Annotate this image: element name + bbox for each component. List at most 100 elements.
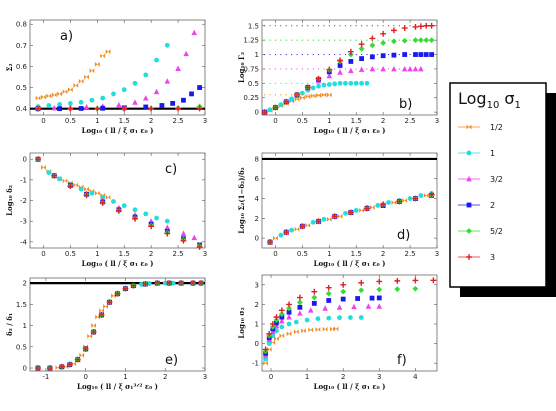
- data-point: [305, 94, 311, 99]
- asymptote-guide-dot: [296, 94, 298, 96]
- data-point: [359, 56, 365, 61]
- data-point: [115, 207, 122, 214]
- data-point: [100, 105, 106, 111]
- data-point: [51, 105, 58, 111]
- series-3-2: [262, 303, 383, 358]
- data-point: [359, 207, 365, 213]
- legend-entry: 5/2: [458, 227, 503, 236]
- data-point: [35, 365, 41, 371]
- plot-frame: [29, 152, 206, 249]
- data-point: [164, 224, 171, 230]
- asymptote-guide-dot: [317, 53, 320, 56]
- data-point: [143, 72, 149, 78]
- asymptote-guide-dot: [377, 68, 379, 70]
- asymptote-guide-dot: [264, 82, 266, 84]
- asymptote-guide-dot: [414, 25, 417, 27]
- data-point: [58, 363, 65, 370]
- data-point: [79, 352, 85, 358]
- data-point: [396, 198, 403, 205]
- x-tick-label: 1: [305, 373, 309, 381]
- data-point: [67, 183, 74, 189]
- data-point: [343, 210, 348, 216]
- asymptote-guide-dot: [377, 39, 379, 41]
- asymptote-guide-dot: [264, 53, 266, 56]
- legend-marker: [466, 228, 472, 234]
- x-tick-label: 2.5: [405, 117, 416, 125]
- data-point: [98, 312, 105, 318]
- data-point: [164, 78, 171, 84]
- data-point: [78, 106, 84, 111]
- data-point: [296, 299, 303, 306]
- asymptote-guide-dot: [317, 94, 320, 96]
- data-point: [358, 315, 364, 320]
- data-point: [74, 356, 81, 363]
- x-tick-label: 2: [381, 250, 385, 258]
- asymptote-guide-dot: [280, 82, 282, 84]
- data-point: [46, 170, 52, 176]
- data-point: [369, 205, 375, 210]
- data-point: [111, 293, 116, 299]
- asymptote-guide-dot: [274, 94, 277, 96]
- data-point: [146, 281, 152, 286]
- asymptote-guide-dot: [414, 68, 417, 70]
- asymptote-guide-dot: [409, 25, 411, 27]
- data-point: [274, 320, 279, 326]
- asymptote-guide-dot: [296, 68, 298, 70]
- data-point: [154, 57, 159, 63]
- series-1: [263, 315, 364, 362]
- asymptote-guide-dot: [404, 39, 406, 41]
- asymptote-guide-dot: [301, 68, 303, 70]
- asymptote-guide-dot: [355, 25, 357, 27]
- data-point: [310, 219, 316, 225]
- data-point: [294, 226, 300, 232]
- data-point: [278, 102, 284, 108]
- x-tick-label: 0.5: [297, 250, 308, 258]
- asymptote-guide-dot: [323, 94, 325, 96]
- asymptote-guide-dot: [398, 68, 400, 70]
- asymptote-guide-dot: [269, 39, 271, 41]
- data-point: [267, 107, 273, 113]
- data-point: [170, 100, 176, 106]
- y-tick-label: -4: [20, 238, 28, 246]
- legend-label: 5/2: [490, 227, 503, 236]
- data-point: [326, 82, 332, 87]
- y-axis-label: Σ₂: [5, 63, 14, 71]
- panel-e: -1 0 1 2 3 0 0.5 1 1.5 2 e) Log₁₀ ( ll / ξ σ₁³ᐟ² ε₀…: [5, 277, 207, 391]
- data-point: [297, 304, 303, 310]
- asymptote-guide-dot: [285, 39, 287, 41]
- x-axis-label: Log₁₀ ( ll / ξ σ₁ ε₀ ): [314, 259, 386, 268]
- asymptote-guide-dot: [264, 94, 266, 96]
- panel-label: b): [399, 97, 412, 112]
- data-point: [170, 280, 176, 286]
- x-tick-label: 1.5: [351, 117, 362, 125]
- legend-entry: 2: [458, 201, 495, 210]
- data-point: [412, 24, 419, 30]
- data-point: [286, 331, 292, 337]
- data-point: [148, 223, 155, 230]
- data-point: [272, 104, 279, 111]
- legend-entry: 1: [458, 149, 495, 158]
- y-tick-label: -3: [20, 218, 27, 226]
- data-point: [269, 324, 276, 330]
- data-point: [94, 61, 100, 67]
- data-point: [270, 328, 276, 335]
- data-point: [278, 307, 285, 314]
- data-point: [418, 193, 424, 198]
- data-point: [299, 223, 306, 230]
- data-point: [100, 195, 106, 200]
- data-point: [196, 244, 203, 250]
- asymptote-guide-dot: [312, 94, 314, 96]
- asymptote-guide-dot: [382, 53, 384, 56]
- x-tick-label: 0: [41, 250, 45, 258]
- data-point: [340, 296, 346, 302]
- asymptote-guide-dot: [339, 68, 341, 70]
- asymptote-guide-dot: [350, 39, 352, 41]
- data-point: [296, 294, 303, 301]
- asymptote-guide-dot: [377, 25, 379, 27]
- data-point: [358, 41, 365, 48]
- asymptote-guide-dot: [409, 39, 411, 41]
- asymptote-guide-dot: [296, 53, 298, 56]
- panel-f: 0 1 2 3 4 -1 0 1 2 3 f) Log₁₀ ( ll / ξ σ₁ ε₀ ) Log₁₀…: [237, 274, 438, 391]
- asymptote-guide-dot: [291, 53, 293, 56]
- asymptote-guide-dot: [301, 25, 303, 27]
